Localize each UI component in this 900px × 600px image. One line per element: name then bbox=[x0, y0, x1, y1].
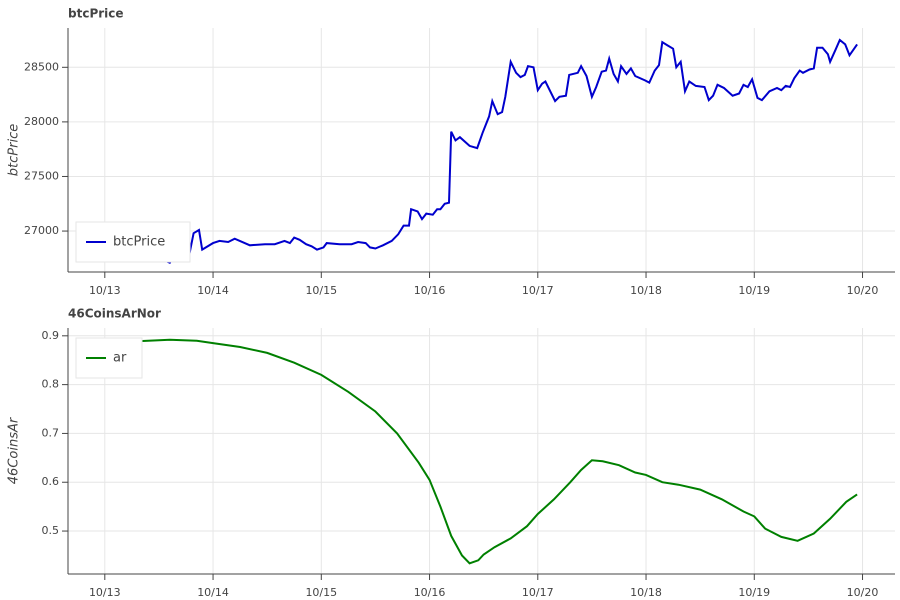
x-tick-label: 10/20 bbox=[847, 586, 879, 599]
data-line bbox=[104, 338, 858, 565]
x-tick-label: 10/17 bbox=[522, 586, 554, 599]
x-tick-label: 10/18 bbox=[630, 586, 662, 599]
data-line bbox=[104, 38, 858, 264]
x-tick-label: 10/17 bbox=[522, 284, 554, 297]
x-tick-label: 10/19 bbox=[738, 284, 770, 297]
chart-title: 46CoinsArNor bbox=[68, 307, 161, 321]
y-tick-label: 0.9 bbox=[42, 329, 60, 342]
y-tick-label: 0.8 bbox=[42, 378, 60, 391]
x-tick-label: 10/13 bbox=[89, 586, 121, 599]
x-tick-label: 10/19 bbox=[738, 586, 770, 599]
y-axis-label: 46CoinsAr bbox=[7, 416, 22, 484]
chart-title: btcPrice bbox=[68, 7, 124, 21]
x-tick-label: 10/14 bbox=[197, 586, 229, 599]
x-tick-label: 10/15 bbox=[305, 586, 337, 599]
legend-box bbox=[75, 337, 143, 379]
y-tick-label: 28500 bbox=[24, 60, 59, 73]
y-axis-label: btcPrice bbox=[7, 124, 22, 176]
x-tick-label: 10/20 bbox=[847, 284, 879, 297]
y-tick-label: 28000 bbox=[24, 115, 59, 128]
x-tick-label: 10/16 bbox=[414, 284, 446, 297]
y-tick-label: 27500 bbox=[24, 169, 59, 182]
x-tick-label: 10/16 bbox=[414, 586, 446, 599]
x-tick-label: 10/18 bbox=[630, 284, 662, 297]
x-tick-label: 10/14 bbox=[197, 284, 229, 297]
legend-label: ar bbox=[113, 351, 127, 366]
y-tick-label: 0.6 bbox=[42, 475, 60, 488]
y-tick-label: 27000 bbox=[24, 224, 59, 237]
y-tick-label: 0.7 bbox=[42, 426, 60, 439]
x-tick-label: 10/15 bbox=[305, 284, 337, 297]
y-tick-label: 0.5 bbox=[42, 524, 60, 537]
x-tick-label: 10/13 bbox=[89, 284, 121, 297]
legend-label: btcPrice bbox=[113, 235, 165, 250]
